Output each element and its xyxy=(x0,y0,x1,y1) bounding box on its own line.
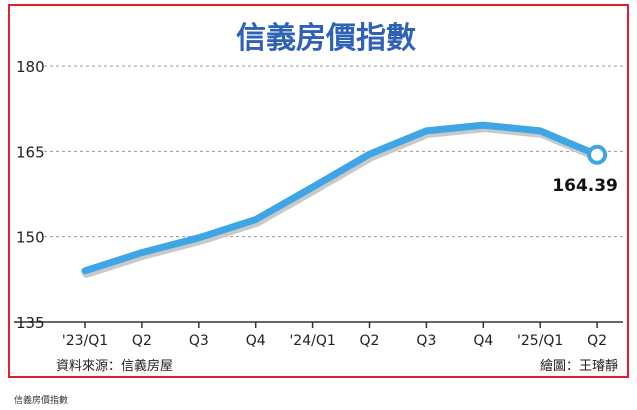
series-line-group: 164.39 xyxy=(81,121,618,278)
chart-frame: 信義房價指數 180 165 150 135 '23/Q1 Q2 Q3 Q4 '24/Q1 Q2… xyxy=(8,4,629,378)
x-tick-label: '24/Q1 xyxy=(289,333,335,349)
credit-note: 繪圖：王璿靜 xyxy=(540,358,618,374)
x-tick-label: Q3 xyxy=(416,333,436,349)
y-axis-labels: 180 165 150 135 xyxy=(16,58,45,332)
x-axis xyxy=(14,321,623,328)
source-note: 資料來源：信義房屋 xyxy=(56,358,173,374)
x-tick-label: Q4 xyxy=(473,333,493,349)
x-tick-label: '23/Q1 xyxy=(62,333,108,349)
x-tick-label: '25/Q1 xyxy=(517,333,563,349)
figure-caption: 信義房價指數 xyxy=(14,396,69,406)
chart-title: 信義房價指數 xyxy=(236,21,416,56)
last-point-marker xyxy=(587,144,608,165)
y-tick-label: 135 xyxy=(16,314,45,332)
series-line xyxy=(81,121,601,275)
x-tick-label: Q4 xyxy=(246,333,266,349)
x-tick-label: Q2 xyxy=(360,333,380,349)
gridlines xyxy=(44,65,623,238)
last-value-label: 164.39 xyxy=(552,176,618,196)
x-tick-label: Q3 xyxy=(189,333,209,349)
x-tick-label: Q2 xyxy=(587,333,607,349)
y-tick-label: 150 xyxy=(16,229,45,247)
x-axis-labels: '23/Q1 Q2 Q3 Q4 '24/Q1 Q2 Q3 Q4 '25/Q1 Q2 xyxy=(62,333,607,349)
line-chart: 信義房價指數 180 165 150 135 '23/Q1 Q2 Q3 Q4 '24/Q1 Q2… xyxy=(14,21,623,374)
series-line-shadow xyxy=(82,123,604,278)
y-tick-label: 180 xyxy=(16,58,45,76)
x-tick-label: Q2 xyxy=(132,333,152,349)
y-tick-label: 165 xyxy=(16,143,45,161)
